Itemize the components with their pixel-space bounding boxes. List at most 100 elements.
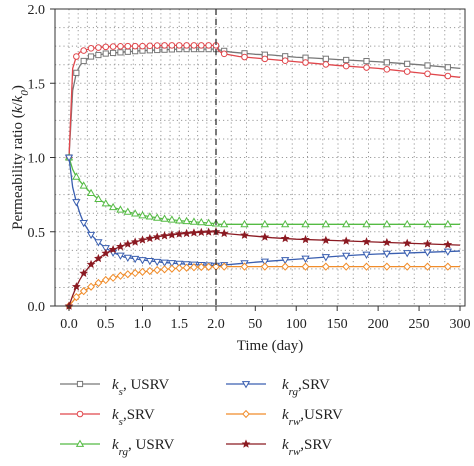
data-point xyxy=(403,219,412,228)
data-point xyxy=(130,209,140,217)
y-tick-label: 0.5 xyxy=(28,226,46,241)
data-point xyxy=(281,57,289,65)
data-point xyxy=(94,278,103,288)
series-5 xyxy=(64,227,461,310)
legend-k: k xyxy=(112,437,119,453)
x-tick-label: 1.0 xyxy=(134,317,152,332)
series-line xyxy=(68,44,461,158)
data-point xyxy=(101,199,110,207)
data-point xyxy=(79,287,88,296)
legend-suffix: , USRV xyxy=(123,377,169,393)
data-point xyxy=(382,237,392,247)
data-point xyxy=(167,215,177,223)
data-point xyxy=(362,219,371,228)
legend-k: k xyxy=(282,377,289,393)
legend-label: krg,SRV xyxy=(282,377,330,398)
data-point xyxy=(130,255,140,264)
legend-sub: s xyxy=(119,386,123,398)
data-point xyxy=(362,237,371,246)
data-point xyxy=(362,262,371,271)
data-point xyxy=(280,233,290,243)
x-tick-label: 150 xyxy=(327,317,348,332)
x-tick-label: 250 xyxy=(409,317,430,332)
data-point xyxy=(403,250,412,258)
data-point xyxy=(153,42,161,49)
data-point xyxy=(86,231,96,240)
data-point xyxy=(79,181,88,189)
data-point xyxy=(175,216,184,224)
data-point xyxy=(403,262,412,271)
legend-marker xyxy=(75,439,85,447)
data-point xyxy=(382,219,392,228)
data-point xyxy=(175,264,184,273)
data-point xyxy=(260,258,270,266)
data-point xyxy=(204,218,213,226)
data-point xyxy=(197,262,206,272)
data-point xyxy=(124,42,132,50)
data-point xyxy=(382,262,391,271)
series-3 xyxy=(64,154,461,271)
data-point xyxy=(190,263,198,272)
data-point xyxy=(205,42,212,49)
data-point xyxy=(138,257,147,265)
data-point xyxy=(109,43,117,50)
legend-label: krw,SRV xyxy=(282,437,332,458)
data-point xyxy=(383,66,391,73)
legend-item-2: krg, USRV xyxy=(60,437,175,458)
legend-suffix: ,SRV xyxy=(123,407,155,423)
data-point xyxy=(423,219,432,228)
data-point xyxy=(102,50,109,57)
data-point xyxy=(108,202,118,211)
data-point xyxy=(145,266,154,276)
data-point xyxy=(260,262,269,271)
data-point xyxy=(197,217,206,226)
data-point xyxy=(153,258,162,267)
data-point xyxy=(301,262,310,271)
data-point xyxy=(101,275,110,285)
data-point xyxy=(443,240,453,249)
data-point xyxy=(219,228,229,238)
data-point xyxy=(79,219,88,228)
data-point xyxy=(444,72,452,80)
data-point xyxy=(87,282,95,291)
legend-marker xyxy=(76,410,84,418)
data-point xyxy=(261,55,269,63)
y-tick-label: 1.0 xyxy=(28,152,46,167)
y-tick-label: 0.0 xyxy=(28,300,46,315)
series-4 xyxy=(65,262,460,311)
data-point xyxy=(423,239,432,248)
legend-marker xyxy=(76,380,84,388)
data-point xyxy=(175,42,183,49)
data-point xyxy=(123,207,132,215)
data-point xyxy=(80,57,87,65)
data-point xyxy=(95,44,102,51)
legend-sub: rw xyxy=(289,446,301,458)
data-point xyxy=(153,213,162,221)
legend-sub: rg xyxy=(289,386,299,398)
data-point xyxy=(403,68,411,75)
series-layer xyxy=(64,42,461,311)
data-point xyxy=(117,42,124,50)
data-point xyxy=(168,42,176,49)
legend-k: k xyxy=(112,377,119,393)
data-point xyxy=(281,257,290,265)
data-point xyxy=(321,254,331,262)
legend-sub: rg xyxy=(119,446,129,458)
legend-suffix: ,SRV xyxy=(298,377,330,393)
x-tick-label: 0.0 xyxy=(60,317,78,332)
legend-label: ks, USRV xyxy=(112,377,169,398)
y-axis-title-part: k xyxy=(10,106,26,113)
data-point xyxy=(383,59,390,66)
legend-sub: s xyxy=(119,416,123,428)
y-axis-title-part: Permeability ratio ( xyxy=(10,113,26,230)
data-point xyxy=(72,199,81,207)
data-point xyxy=(94,194,103,202)
data-point xyxy=(362,251,371,259)
data-point xyxy=(160,214,169,222)
data-point xyxy=(153,265,162,275)
data-point xyxy=(220,50,228,58)
legend-k: k xyxy=(112,407,119,423)
data-point xyxy=(302,59,309,66)
data-point xyxy=(196,227,206,237)
